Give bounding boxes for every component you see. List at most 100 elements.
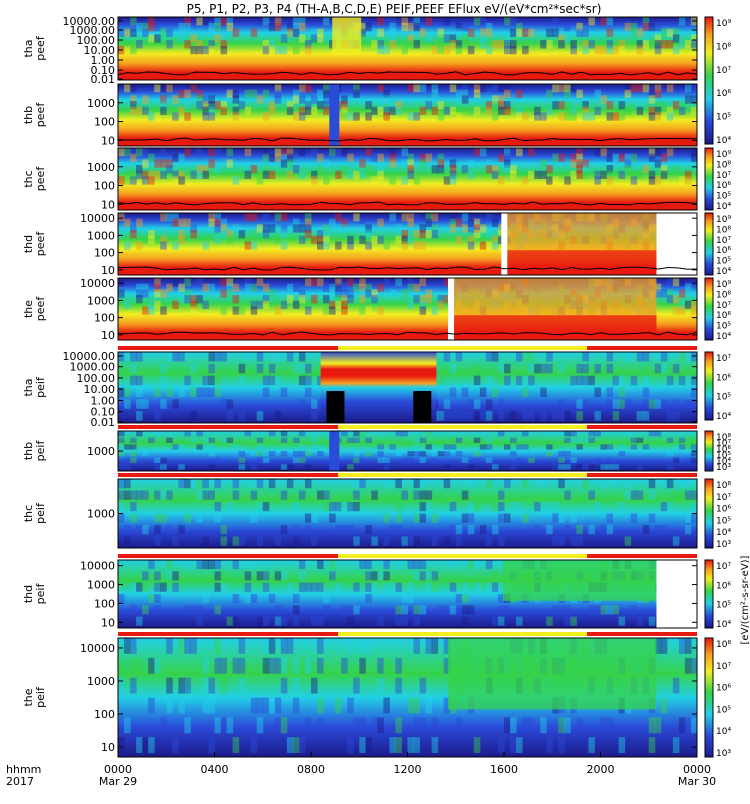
spectrogram-cell [684,457,692,463]
spectrogram-cell [280,571,288,581]
spectrogram-cell [473,224,481,233]
spectrogram-cell [172,571,179,581]
spectrogram-cell [142,737,149,754]
spectrogram-cell [232,306,240,315]
panel-tha-peef: 10000.001000.00100.0010.001.000.100.01th… [22,15,731,146]
spectrogram-cell [365,594,372,604]
spectrogram-cell [371,176,378,185]
spectrogram-cell [558,431,565,437]
spectrogram-cell [311,437,318,443]
spectrogram-cell [268,22,276,32]
spectrogram-cell [359,431,366,437]
y-tick-label: 1000.00 [70,24,116,37]
spectrogram-cell [311,399,318,409]
spectrogram-cell [504,34,511,43]
spectrogram-cell [226,437,234,443]
spectrogram-cell [136,490,143,500]
spectrogram-cell [467,605,475,615]
spectrogram-cell [491,84,499,93]
spectrogram-cell [214,34,222,43]
spectrogram-cell [684,479,692,489]
spectrogram-cell [335,582,342,592]
spectrogram-cell [268,479,276,489]
spectrogram-cell [202,17,209,26]
spectrogram-cell [383,457,390,463]
spectrogram-cell [654,352,662,362]
colorbar-tick-label: 10³ [716,749,731,759]
spectrogram-cell [636,101,644,110]
spectrogram-cell [130,28,137,37]
spectrogram-cell [142,490,149,500]
spectrogram-cell [136,283,143,292]
spectrogram-cell [323,306,330,315]
spectrogram-cell [190,45,197,55]
spectrogram-cell [612,153,620,162]
spectrogram-cell [371,536,378,546]
spectrogram-cell [184,479,191,489]
spectrogram-cell [425,289,433,298]
spectrogram-cell [636,411,644,421]
spectrogram-cell [401,536,408,546]
spectrogram-cell [389,289,396,298]
spectrogram-cell [419,153,427,162]
spectrogram-cell [630,605,638,615]
spectrogram-cell [118,594,125,604]
spectrogram-cell [208,28,215,37]
colorbar [704,478,714,549]
spectrogram-cell [124,352,131,362]
spectrogram-cell [522,176,529,185]
spectrogram-cell [690,490,698,500]
spectrogram-cell [461,605,469,615]
spectrogram-cell [262,153,270,162]
spectrogram-cell [238,560,246,570]
spectrogram-cell [323,101,330,110]
spectrogram-cell [491,387,499,397]
colorbar-tick-label: 10⁷ [716,301,731,311]
spectrogram-cell [329,306,336,315]
spectrogram-cell [564,411,571,421]
spectrogram-cell [504,17,511,26]
spectrogram-cell [208,375,215,386]
spectrogram-cell [335,295,342,304]
spectrogram-cell [202,165,209,174]
spectrogram-cell [268,224,276,233]
spectrogram-cell [184,89,191,98]
spectrogram-cell [262,89,270,98]
spectrogram-cell [142,159,149,168]
spectrogram-cell [262,224,270,233]
y-axis-label: tha [22,39,35,57]
spectrogram-cell [413,536,421,546]
spectrogram-cell [280,638,288,654]
spectrogram-cell [546,40,553,49]
spectrogram-cell [606,45,614,55]
spectrogram-cell [455,411,463,421]
spectrogram-cell [124,84,131,93]
spectrogram-cell [160,148,167,157]
spectrogram-cell [214,571,222,581]
spectrogram-cell [268,431,276,437]
spectrogram-cell [588,525,595,535]
spectrogram-cell [298,571,306,581]
spectrogram-cell [425,697,433,714]
spectrogram-cell [292,45,300,55]
spectrogram-cell [262,616,270,626]
spectrogram-cell [443,295,451,304]
spectrogram-cell [208,45,215,55]
spectrogram-cell [154,34,161,43]
spectrogram-cell [564,431,571,437]
spectrogram-cell [672,536,680,546]
spectrogram-cell [558,112,565,121]
spectrogram-cell [690,399,698,409]
spectrogram-cell [552,17,559,26]
spectrogram-cell [449,84,457,93]
y-tick-label: 1000 [87,508,115,521]
spectrogram-cell [196,605,203,615]
spectrogram-cell [642,399,650,409]
spectrogram-cell [124,490,131,500]
spectrogram-cell [317,697,324,714]
spectrogram-cell [178,153,185,162]
spectrogram-cell [226,411,234,421]
spectrogram-cell [576,437,583,443]
colorbar-tick-label: 10⁵ [716,451,731,461]
